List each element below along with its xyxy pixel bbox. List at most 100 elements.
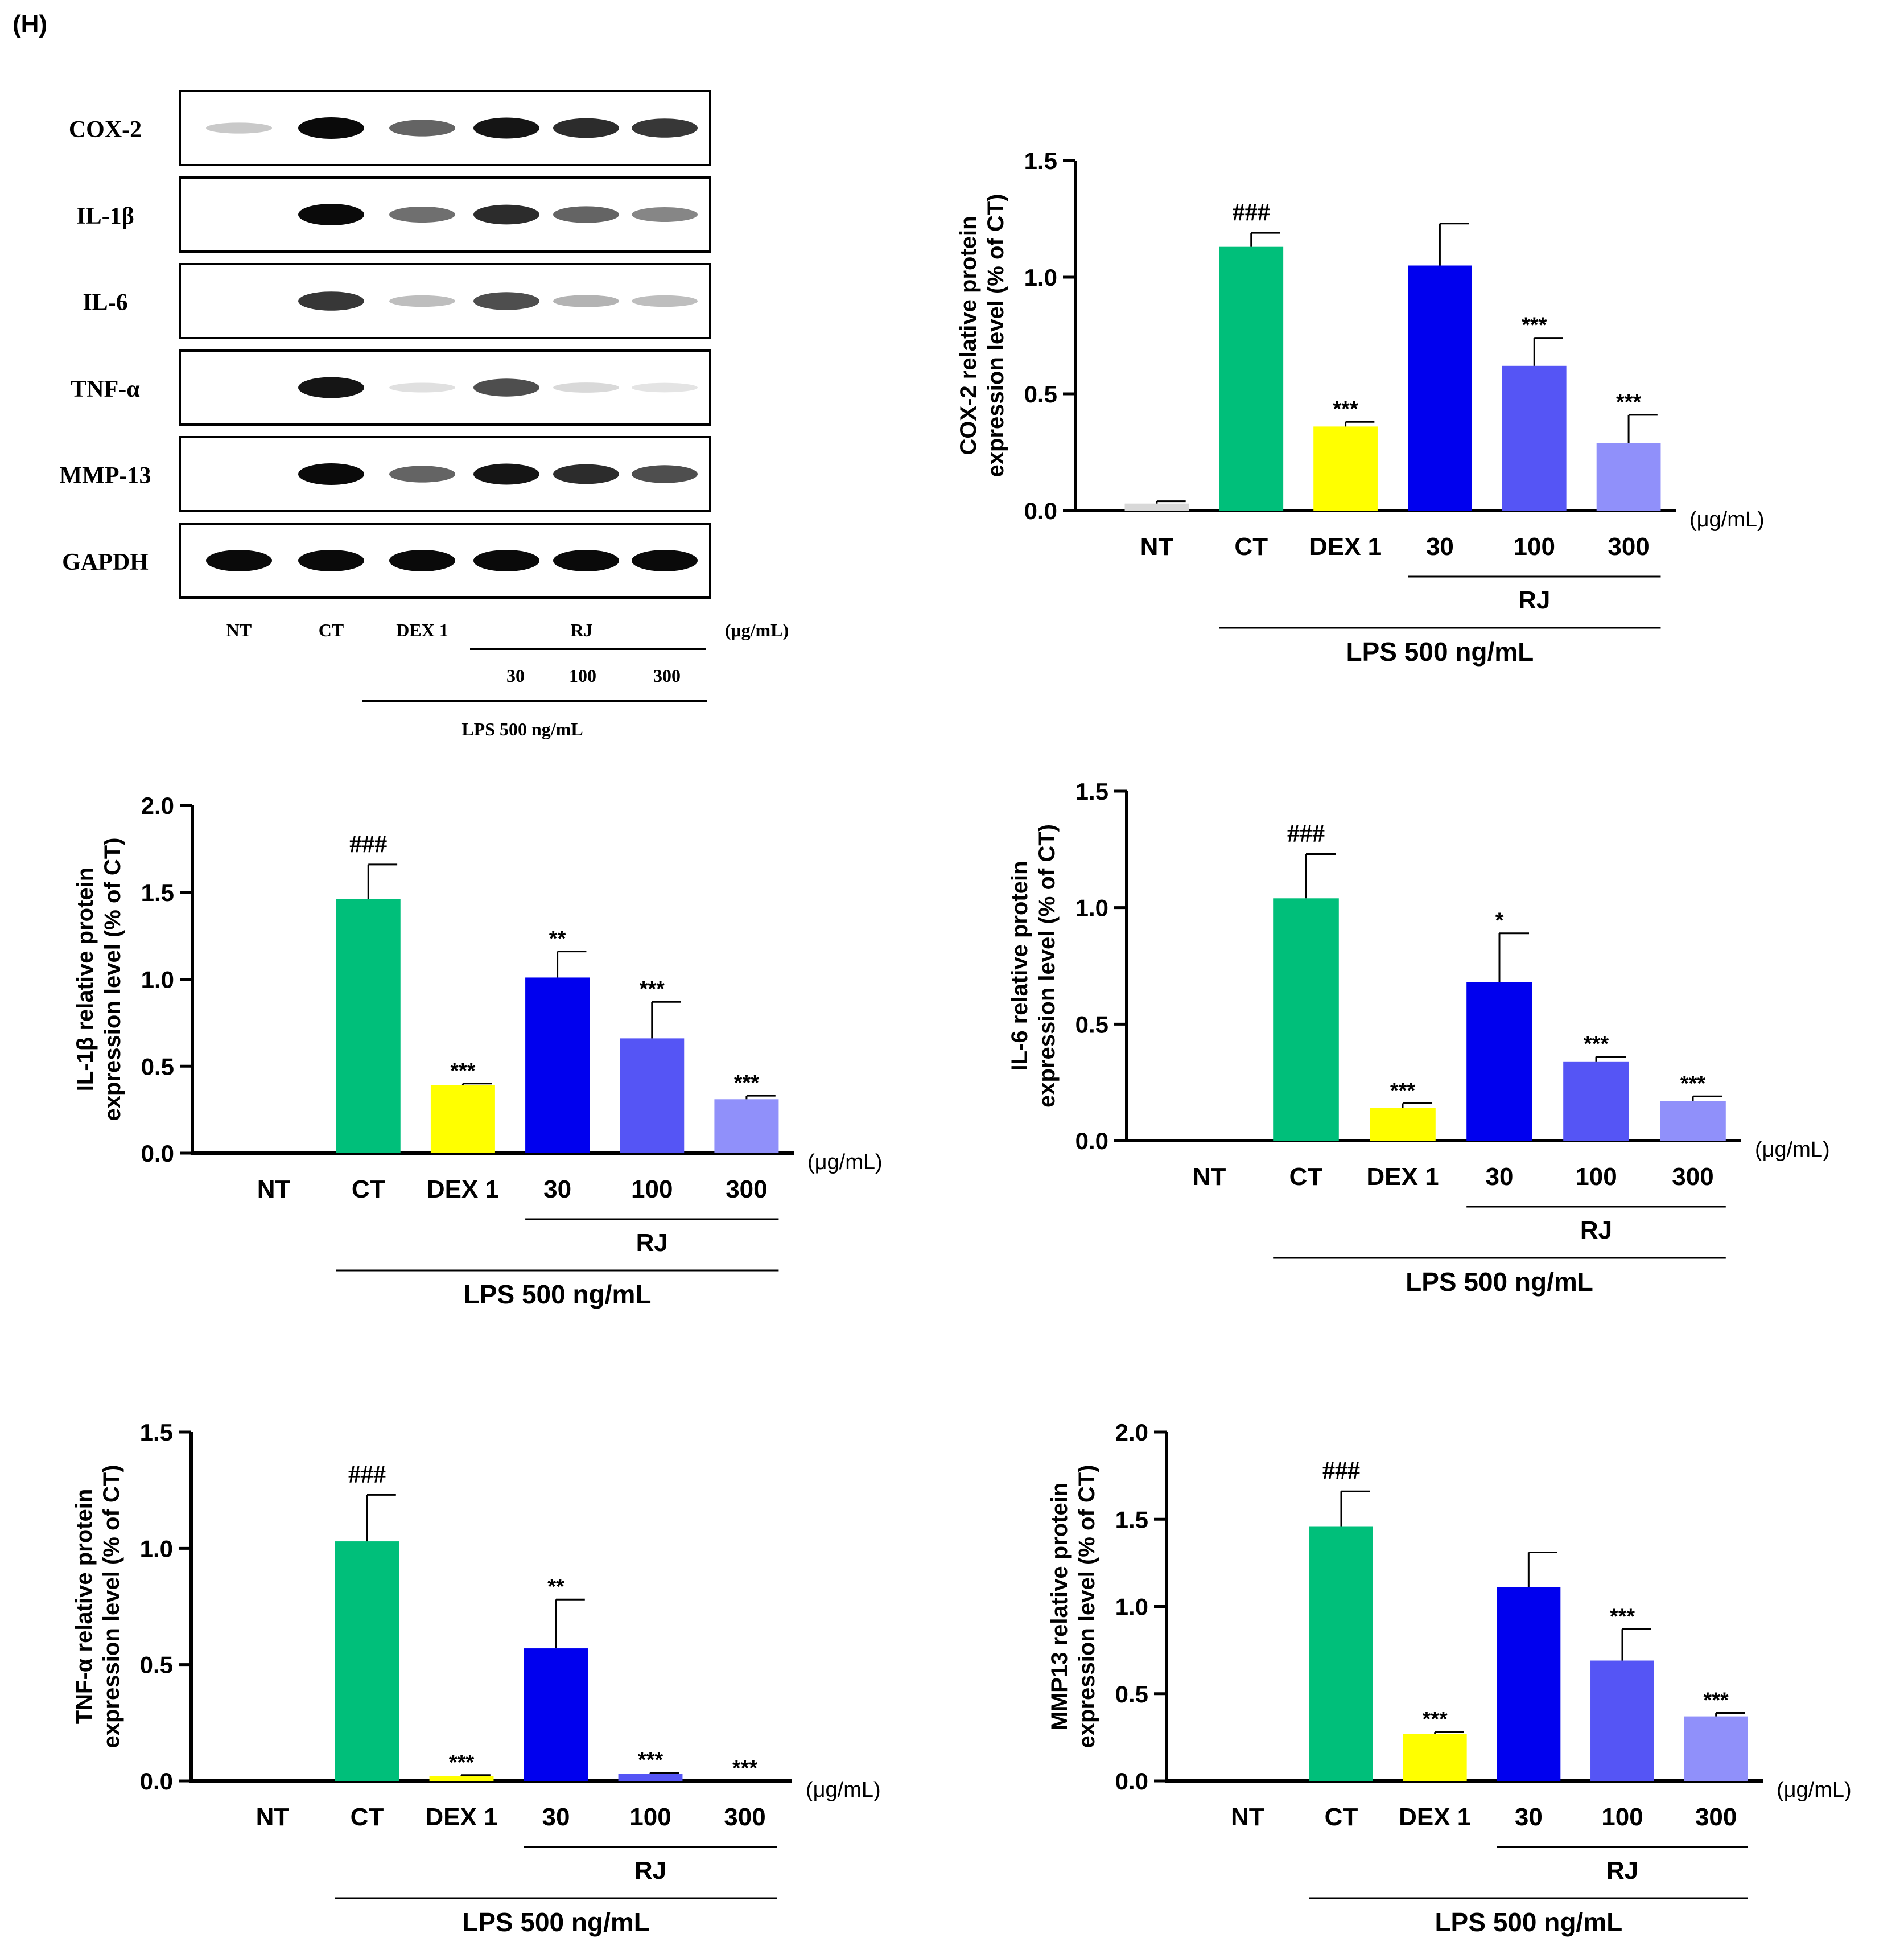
blot-band <box>553 295 619 307</box>
y-tick-label: 0.0 <box>141 1140 174 1167</box>
blot-row-label: GAPDH <box>62 549 149 575</box>
blot-band <box>298 117 364 139</box>
blot-band <box>553 550 619 571</box>
bar <box>336 899 401 1153</box>
y-tick-label: 1.0 <box>1115 1594 1148 1620</box>
bar <box>1660 1101 1726 1141</box>
significance-label: ** <box>549 927 566 951</box>
y-tick-label: 0.5 <box>141 1053 174 1080</box>
significance-label: *** <box>1703 1688 1729 1712</box>
significance-label: *** <box>1584 1032 1609 1056</box>
blot-band <box>632 118 698 138</box>
panel-label: (H) <box>13 10 48 38</box>
significance-label: *** <box>640 977 665 1001</box>
bar <box>1684 1716 1748 1781</box>
blot-band <box>632 465 698 483</box>
significance-label: *** <box>638 1748 663 1772</box>
significance-label: ### <box>1233 198 1270 226</box>
bar <box>1370 1108 1436 1141</box>
x-tick-label: 100 <box>1514 533 1555 561</box>
bar <box>1309 1526 1373 1781</box>
x-tick-label: CT <box>1325 1803 1358 1831</box>
bar <box>525 977 590 1153</box>
blot-row-label: MMP-13 <box>60 463 151 489</box>
blot-band <box>389 295 455 307</box>
y-tick-label: 0.5 <box>1075 1011 1108 1038</box>
y-axis-label: TNF-α relative protein <box>72 1489 97 1725</box>
y-tick-label: 0.0 <box>1024 497 1057 524</box>
y-axis-label: COX-2 relative protein <box>956 216 981 455</box>
blot-rj-label: RJ <box>570 620 592 640</box>
blot-dose-label: 100 <box>569 665 596 686</box>
bar <box>1497 1587 1561 1781</box>
x-tick-label: CT <box>352 1175 385 1203</box>
y-tick-label: 0.0 <box>140 1768 173 1795</box>
bar <box>714 1099 779 1153</box>
y-axis-label: expression level (% of CT) <box>983 194 1008 478</box>
significance-label: *** <box>449 1751 475 1775</box>
significance-label: ** <box>547 1575 564 1599</box>
y-tick-label: 1.5 <box>1075 778 1108 805</box>
bar <box>1466 982 1532 1141</box>
x-tick-label: DEX 1 <box>425 1803 497 1831</box>
y-tick-label: 1.0 <box>140 1535 173 1562</box>
bar <box>524 1648 588 1781</box>
x-tick-label: 100 <box>631 1175 673 1203</box>
x-tick-label: 30 <box>1515 1803 1543 1831</box>
blot-lps-label: LPS 500 ng/mL <box>461 719 583 739</box>
y-tick-label: 1.0 <box>1075 895 1108 921</box>
blot-band <box>298 550 364 571</box>
unit-label: (μg/mL) <box>1777 1778 1852 1802</box>
unit-label: (μg/mL) <box>1755 1138 1830 1162</box>
significance-label: * <box>1495 909 1504 933</box>
x-tick-label: NT <box>257 1175 291 1203</box>
mmp13-chart: MMP13 relative protein expression level (… <box>1047 1419 1852 1937</box>
bar <box>1403 1734 1467 1781</box>
x-tick-label: DEX 1 <box>1366 1163 1439 1191</box>
x-tick-label: CT <box>351 1803 384 1831</box>
blot-band <box>632 295 698 307</box>
blot-band <box>298 204 364 225</box>
blot-dose-label: 30 <box>506 665 525 686</box>
blot-band <box>473 204 539 225</box>
x-tick-label: 300 <box>1695 1803 1737 1831</box>
significance-label: *** <box>1522 314 1547 338</box>
x-tick-label: 300 <box>726 1175 767 1203</box>
y-tick-label: 1.5 <box>1115 1506 1148 1533</box>
y-axis-label: expression level (% of CT) <box>1074 1465 1099 1748</box>
unit-label: (μg/mL) <box>1689 508 1765 532</box>
rj-group-label: RJ <box>1580 1216 1612 1244</box>
bar <box>335 1541 399 1781</box>
tnfa-chart: TNF-α relative protein expression level (… <box>72 1419 881 1937</box>
significance-label: *** <box>734 1071 760 1095</box>
x-tick-label: 300 <box>1608 533 1649 561</box>
blot-row-label: COX-2 <box>69 117 142 143</box>
y-tick-label: 0.5 <box>140 1652 173 1678</box>
x-tick-label: 30 <box>1426 533 1454 561</box>
blot-band <box>473 550 539 571</box>
blot-band <box>389 206 455 223</box>
x-tick-label: DEX 1 <box>427 1175 499 1203</box>
x-tick-label: NT <box>1231 1803 1264 1831</box>
bar <box>1124 503 1189 511</box>
lps-label: LPS 500 ng/mL <box>464 1279 652 1309</box>
blot-band <box>553 382 619 393</box>
significance-label: ### <box>1287 820 1325 847</box>
bar <box>1273 898 1339 1141</box>
bar <box>1313 426 1378 511</box>
blot-dose-label: 300 <box>653 665 681 686</box>
significance-label: ### <box>1322 1457 1360 1484</box>
blot-band <box>389 466 455 483</box>
blot-row-label: TNF-α <box>71 376 140 402</box>
il1b-chart: IL-1β relative protein expression level (… <box>73 792 883 1309</box>
x-tick-label: 100 <box>629 1803 671 1831</box>
bar <box>618 1774 683 1781</box>
significance-label: ### <box>349 830 387 858</box>
bar <box>1502 365 1567 511</box>
y-tick-label: 2.0 <box>1115 1419 1148 1446</box>
y-tick-label: 1.0 <box>141 966 174 993</box>
lps-label: LPS 500 ng/mL <box>462 1907 650 1937</box>
blot-lane-label: CT <box>319 620 344 640</box>
rj-group-label: RJ <box>1518 586 1550 614</box>
unit-label: (μg/mL) <box>806 1778 881 1802</box>
